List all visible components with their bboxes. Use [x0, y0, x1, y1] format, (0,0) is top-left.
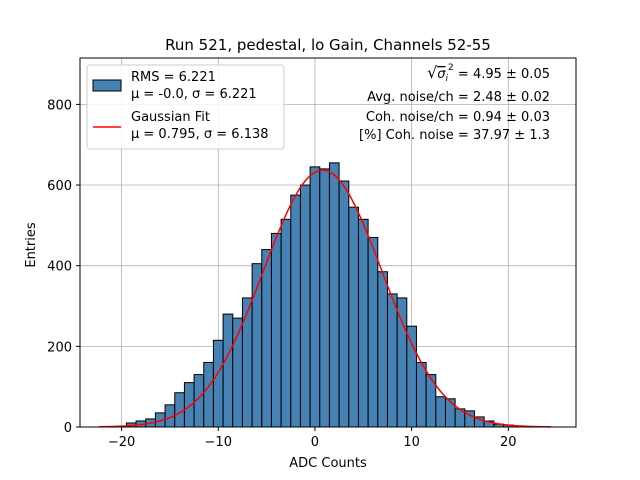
- x-tick-label: 10: [403, 435, 420, 450]
- x-axis-label: ADC Counts: [289, 456, 367, 471]
- histogram-bar: [415, 361, 427, 428]
- legend-label-rms-params: μ = -0.0, σ = 6.221: [131, 87, 257, 102]
- histogram-bar: [406, 325, 417, 428]
- y-axis-ticks: 0 200 400 600 800: [47, 98, 80, 436]
- histogram-bar: [386, 293, 398, 428]
- histogram-bar: [338, 180, 350, 428]
- histogram-bar: [367, 236, 379, 428]
- legend-box: [86, 64, 285, 150]
- x-tick-label: 0: [311, 435, 319, 450]
- x-tick-label: 20: [500, 435, 517, 450]
- chart-title: Run 521, pedestal, lo Gain, Channels 52-…: [165, 36, 491, 54]
- plot-frame: [79, 57, 577, 428]
- legend-label-fit: Gaussian Fit: [131, 110, 210, 125]
- legend: RMS = 6.221 μ = -0.0, σ = 6.221 Gaussian…: [86, 64, 285, 150]
- y-tick-label: 400: [47, 260, 72, 275]
- histogram-bar: [435, 396, 446, 428]
- gaussian-fit-curve: [99, 169, 551, 428]
- x-tick-label: −10: [205, 435, 232, 450]
- histogram-bar: [183, 382, 195, 428]
- legend-label-fit-params: μ = 0.795, σ = 6.138: [131, 127, 269, 142]
- histogram-bar: [396, 297, 408, 428]
- histogram-bar: [270, 232, 282, 428]
- histogram-bar: [261, 249, 272, 428]
- x-axis-ticks: −20 −10 0 10 20: [108, 427, 517, 450]
- annotation-coh-noise-percent: [%] Coh. noise = 37.97 ± 1.3: [359, 128, 550, 143]
- histogram-bar: [377, 271, 388, 428]
- annotation-coh-noise: Coh. noise/ch = 0.94 ± 0.03: [366, 110, 550, 125]
- histogram-bar: [444, 398, 456, 428]
- histogram-bar: [348, 206, 359, 428]
- histogram-bar: [212, 339, 224, 428]
- y-tick-label: 200: [47, 340, 72, 355]
- histogram-bar: [357, 218, 369, 428]
- annotation-sqrt-sigma: √σi2 = 4.95 ± 0.05: [427, 63, 550, 84]
- y-tick-label: 800: [47, 98, 72, 113]
- histogram-bar: [222, 313, 234, 428]
- histogram-bar: [203, 361, 214, 428]
- histogram-bar: [319, 168, 330, 428]
- histogram-bar: [174, 392, 185, 428]
- x-tick-label: −20: [108, 435, 135, 450]
- y-tick-label: 0: [64, 421, 72, 436]
- histogram-bars: [125, 162, 514, 428]
- annotation-avg-noise: Avg. noise/ch = 2.48 ± 0.02: [367, 90, 550, 105]
- histogram-bar: [290, 194, 301, 428]
- histogram-bar: [280, 218, 292, 428]
- histogram-bar: [328, 162, 340, 428]
- y-axis-label: Entries: [24, 222, 39, 268]
- histogram-bar: [309, 166, 321, 428]
- legend-swatch-histogram: [92, 79, 122, 92]
- noise-annotations: √σi2 = 4.95 ± 0.05 Avg. noise/ch = 2.48 …: [359, 63, 550, 143]
- y-tick-label: 600: [47, 179, 72, 194]
- histogram-bar: [299, 184, 311, 428]
- histogram-bar: [241, 297, 253, 428]
- legend-label-rms: RMS = 6.221: [131, 70, 216, 85]
